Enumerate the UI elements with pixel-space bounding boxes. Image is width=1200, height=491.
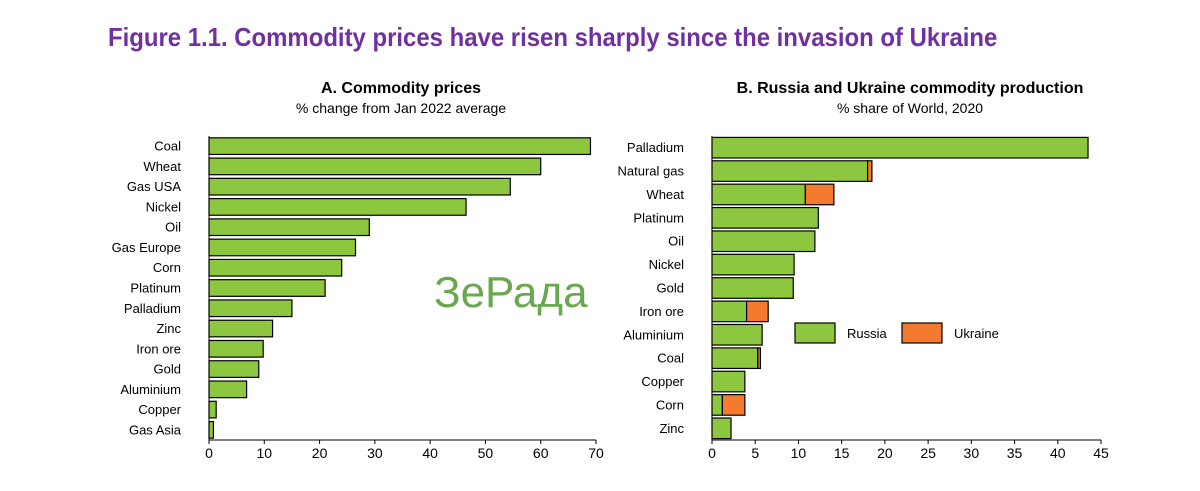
category-label: Corn: [656, 397, 684, 412]
category-label: Palladium: [627, 140, 684, 155]
bar-gold: [208, 360, 260, 378]
x-tick-label: 10: [791, 445, 807, 461]
x-tick-label: 30: [367, 445, 383, 461]
category-label: Gold: [657, 281, 684, 296]
x-tick-label: 0: [708, 445, 716, 461]
bar-russia-palladium: [711, 136, 1089, 159]
category-label: Oil: [668, 234, 684, 249]
bar-gas-europe: [208, 238, 357, 257]
bar-russia-corn: [711, 394, 723, 416]
category-label: Aluminium: [623, 327, 684, 342]
category-label: Coal: [154, 139, 181, 154]
legend-label-ukraine: Ukraine: [954, 326, 999, 341]
figure-title: Figure 1.1. Commodity prices have risen …: [108, 22, 998, 52]
category-label: Natural gas: [618, 164, 685, 179]
bar-russia-zinc: [711, 417, 732, 440]
bar-russia-oil: [711, 230, 816, 253]
category-label: Aluminium: [120, 382, 181, 397]
bar-coal: [208, 137, 592, 156]
x-tick-label: 35: [1007, 445, 1023, 461]
x-tick-label: 20: [312, 445, 328, 461]
bar-zinc: [208, 319, 274, 338]
bar-russia-wheat: [711, 183, 806, 206]
bar-russia-coal: [711, 347, 759, 370]
x-tick-label: 10: [256, 445, 272, 461]
x-tick-label: 60: [533, 445, 549, 461]
panel-a-subtitle: % change from Jan 2022 average: [295, 100, 507, 116]
legend-swatch-russia: [794, 322, 836, 344]
category-label: Iron ore: [639, 304, 684, 319]
bar-iron-ore: [208, 339, 264, 358]
x-tick-label: 70: [588, 445, 604, 461]
panel-b-title: B. Russia and Ukraine commodity producti…: [736, 80, 1084, 97]
x-tick-label: 45: [1093, 445, 1109, 461]
category-label: Oil: [165, 220, 181, 235]
bar-ukraine-coal: [757, 347, 762, 370]
x-tick-label: 25: [920, 445, 936, 461]
category-label: Corn: [153, 260, 181, 275]
x-tick-label: 20: [877, 445, 893, 461]
bar-russia-gold: [711, 277, 794, 299]
x-tick-label: 50: [478, 445, 494, 461]
x-tick-label: 15: [834, 445, 850, 461]
x-tick-label: 5: [751, 445, 759, 461]
category-label: Gas USA: [127, 179, 182, 194]
category-label: Gas Europe: [112, 240, 181, 255]
bar-wheat: [208, 157, 542, 176]
x-tick-label: 30: [964, 445, 980, 461]
bar-gas-asia: [208, 420, 215, 439]
bar-aluminium: [208, 380, 248, 399]
bar-russia-aluminium: [711, 323, 763, 346]
legend-swatch-ukraine: [901, 322, 943, 344]
category-label: Gas Asia: [129, 422, 182, 437]
bar-oil: [208, 218, 370, 237]
bar-ukraine-iron-ore: [745, 300, 769, 323]
bar-copper: [208, 400, 217, 419]
bar-russia-platinum: [711, 206, 819, 229]
category-label: Gold: [154, 362, 181, 377]
category-label: Zinc: [156, 321, 181, 336]
bar-palladium: [208, 299, 293, 318]
category-label: Wheat: [646, 187, 684, 202]
panel-a-title: A. Commodity prices: [320, 80, 482, 97]
category-label: Nickel: [649, 257, 685, 272]
bar-nickel: [208, 198, 467, 216]
category-label: Copper: [641, 374, 684, 389]
category-label: Palladium: [124, 301, 181, 316]
x-tick-label: 40: [422, 445, 438, 461]
x-tick-label: 40: [1050, 445, 1066, 461]
x-tick-label: 0: [205, 445, 213, 461]
bar-russia-copper: [711, 370, 746, 393]
bar-corn: [208, 258, 343, 277]
category-label: Platinum: [633, 210, 684, 225]
category-label: Coal: [657, 351, 684, 366]
category-label: Wheat: [143, 159, 181, 174]
bar-russia-natural-gas: [711, 160, 869, 182]
category-label: Platinum: [130, 281, 181, 296]
category-label: Iron ore: [136, 341, 181, 356]
panel-b-subtitle: % share of World, 2020: [836, 100, 984, 116]
watermark: ЗеРада: [434, 268, 588, 317]
bar-russia-nickel: [711, 253, 795, 276]
bar-gas-usa: [208, 177, 511, 196]
bar-russia-iron-ore: [711, 300, 748, 323]
bar-platinum: [208, 279, 326, 297]
bar-ukraine-wheat: [804, 183, 835, 206]
legend-label-russia: Russia: [847, 326, 888, 341]
category-label: Zinc: [659, 421, 684, 436]
category-label: Nickel: [146, 199, 182, 214]
bar-ukraine-natural-gas: [866, 160, 873, 182]
category-label: Copper: [138, 402, 181, 417]
bar-ukraine-corn: [721, 394, 746, 416]
